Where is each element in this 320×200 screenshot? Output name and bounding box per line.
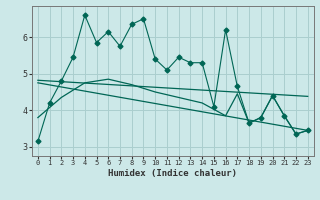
X-axis label: Humidex (Indice chaleur): Humidex (Indice chaleur): [108, 169, 237, 178]
